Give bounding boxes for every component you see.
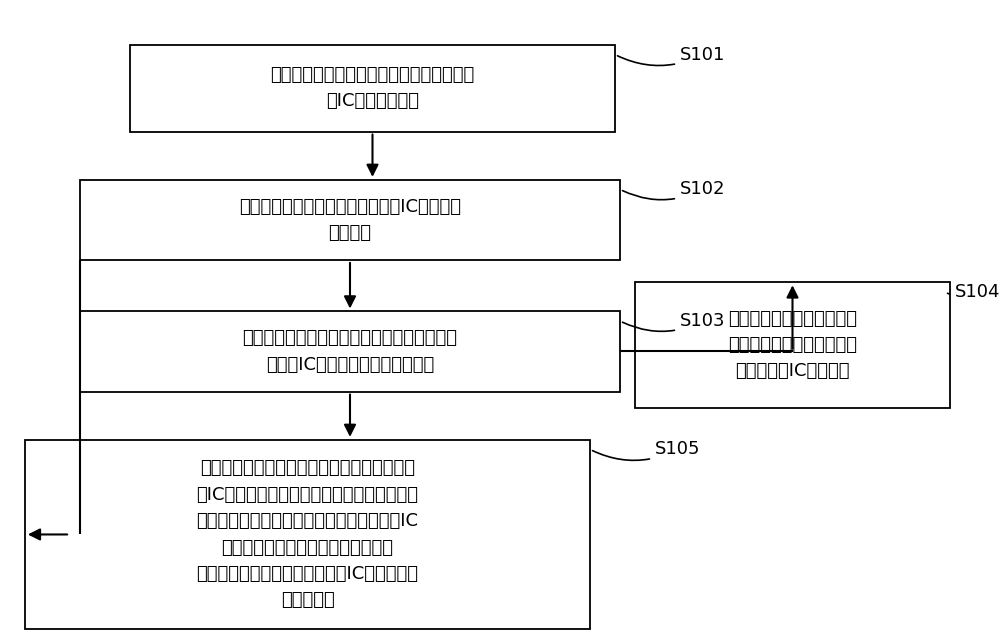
Text: 向所确定的持卡人标识信息
对应的持卡人推送用于持卡
人找回所述IC卡的信息: 向所确定的持卡人标识信息 对应的持卡人推送用于持卡 人找回所述IC卡的信息: [728, 309, 857, 381]
Text: S103: S103: [622, 312, 726, 331]
Bar: [25, 440, 590, 629]
Text: S104: S104: [948, 283, 1000, 301]
Text: S102: S102: [622, 180, 726, 200]
Text: 识别所述卡面图像，获得针对所述IC卡的卡面
标识信息: 识别所述卡面图像，获得针对所述IC卡的卡面 标识信息: [239, 198, 461, 242]
Bar: [80, 180, 620, 260]
Text: 根据所述卡面标识信息以及所述对应关系，确
定所述IC卡对应的持卡人标识信息: 根据所述卡面标识信息以及所述对应关系，确 定所述IC卡对应的持卡人标识信息: [243, 329, 458, 374]
Text: S105: S105: [593, 440, 700, 460]
Text: 在对所述卡面图像进行识别，没有获得针对所
述IC卡的卡面标识信息，或在根据所述卡面标
识信息以及所述对应关系，没有确定出所述IC
卡对应的持卡人标识信息的情况下: 在对所述卡面图像进行识别，没有获得针对所 述IC卡的卡面标识信息，或在根据所述卡…: [196, 460, 418, 609]
Bar: [130, 45, 615, 132]
Text: S101: S101: [618, 46, 725, 65]
Bar: [635, 282, 950, 408]
Text: 接收所述智能卡找回箱采集的针对用户放置
的IC卡的卡面图像: 接收所述智能卡找回箱采集的针对用户放置 的IC卡的卡面图像: [270, 66, 475, 110]
Bar: [80, 311, 620, 392]
